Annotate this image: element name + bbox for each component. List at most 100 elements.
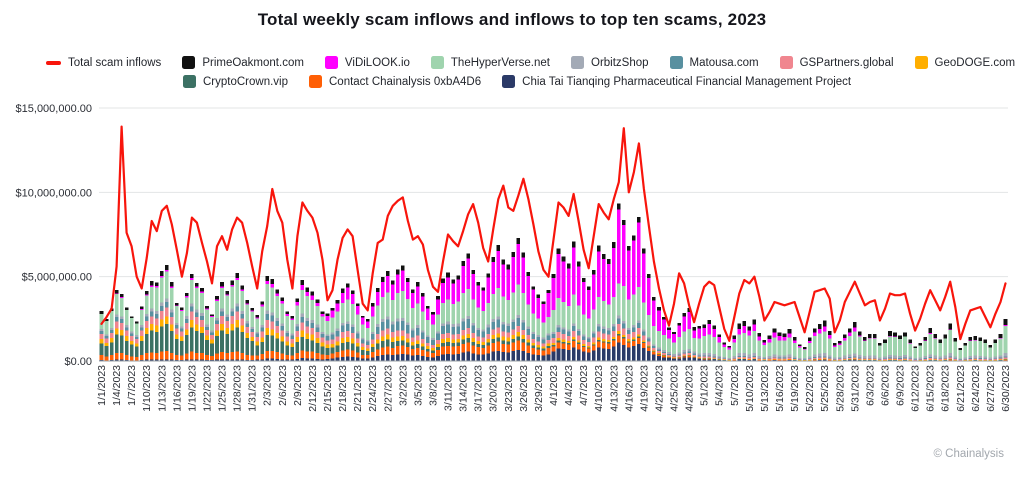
legend-item: GeoDOGE.com	[914, 56, 1016, 69]
x-tick-label: 1/19/2023	[186, 365, 198, 412]
x-tick-label: 6/9/2023	[895, 365, 907, 406]
x-tick-label: 2/24/2023	[367, 365, 379, 412]
legend-item: Contact Chainalysis 0xbA4D6	[309, 75, 481, 88]
legend-label: GeoDOGE.com	[934, 56, 1016, 69]
x-tick-label: 3/29/2023	[533, 365, 545, 412]
series-swatch-icon	[669, 56, 683, 69]
series-swatch-icon	[182, 56, 196, 69]
series-swatch-icon	[309, 75, 322, 88]
x-tick-label: 4/19/2023	[638, 365, 650, 412]
y-tick-label: $10,000,000.00	[16, 187, 92, 199]
x-tick-label: 2/15/2023	[322, 365, 334, 412]
legend-item: PrimeOakmont.com	[182, 56, 304, 69]
legend-item: Total scam inflows	[46, 57, 161, 69]
x-tick-label: 6/21/2023	[955, 365, 967, 412]
x-tick-label: 6/27/2023	[985, 365, 997, 412]
x-tick-label: 1/22/2023	[202, 365, 214, 412]
legend-item: CryptoCrown.vip	[183, 75, 288, 88]
x-tick-label: 3/14/2023	[458, 365, 470, 412]
x-tick-label: 5/1/2023	[699, 365, 711, 406]
y-tick-label: $5,000,000.00	[22, 272, 92, 284]
y-tick-label: $0.00	[64, 356, 92, 368]
x-tick-label: 3/8/2023	[428, 365, 440, 406]
series-swatch-icon	[779, 56, 793, 69]
series-swatch-icon	[183, 75, 196, 88]
x-tick-label: 6/30/2023	[1000, 365, 1012, 412]
series-swatch-icon	[430, 56, 444, 69]
legend-label: Chia Tai Tianqing Pharmaceutical Financi…	[522, 75, 852, 88]
gridlines	[99, 107, 1008, 278]
legend-item: ViDiLOOK.io	[324, 56, 410, 69]
x-tick-label: 4/7/2023	[578, 365, 590, 406]
x-tick-label: 5/25/2023	[819, 365, 831, 412]
line-swatch-icon	[46, 60, 61, 65]
x-tick-label: 6/15/2023	[925, 365, 937, 412]
series-swatch-icon	[324, 56, 338, 69]
x-axis-labels: 1/1/2023 1/4/2023 1/7/2023 1/10/2023 1/13/20…	[96, 365, 1012, 412]
x-tick-label: 4/16/2023	[623, 365, 635, 412]
x-tick-label: 1/25/2023	[217, 365, 229, 412]
x-tick-label: 1/1/2023	[96, 365, 108, 406]
stacked-bars	[99, 203, 1008, 362]
legend-label: Matousa.com	[689, 56, 759, 69]
x-tick-label: 5/28/2023	[834, 365, 846, 412]
x-tick-label: 5/10/2023	[744, 365, 756, 412]
legend-item: GSPartners.global	[779, 56, 894, 69]
x-tick-label: 5/4/2023	[714, 365, 726, 406]
x-tick-label: 5/7/2023	[729, 365, 741, 406]
legend-row-1: Total scam inflows PrimeOakmont.com ViDiLO…	[46, 56, 1015, 69]
x-tick-label: 4/25/2023	[669, 365, 681, 412]
legend-item: OrbitzShop	[571, 56, 649, 69]
x-tick-label: 1/7/2023	[126, 365, 138, 406]
series-swatch-icon	[502, 75, 516, 88]
legend-label: Contact Chainalysis 0xbA4D6	[329, 75, 482, 88]
legend-item: Matousa.com	[669, 56, 759, 69]
x-tick-label: 2/9/2023	[292, 365, 304, 406]
x-tick-label: 2/3/2023	[262, 365, 274, 406]
x-tick-label: 2/18/2023	[337, 365, 349, 412]
x-tick-label: 6/3/2023	[864, 365, 876, 406]
x-tick-label: 1/13/2023	[156, 365, 168, 412]
total-scam-inflows-line	[100, 125, 1007, 342]
chart-title: Total weekly scam inflows and inflows to…	[257, 10, 767, 29]
x-tick-label: 5/16/2023	[774, 365, 786, 412]
series-swatch-icon	[914, 56, 928, 69]
legend-label: ViDiLOOK.io	[344, 56, 410, 69]
x-tick-label: 5/19/2023	[789, 365, 801, 412]
x-tick-label: 3/11/2023	[443, 365, 455, 411]
y-axis-labels: $0.00 $5,000,000.00 $10,000,000.00 $15,000,…	[16, 103, 92, 368]
x-tick-label: 4/4/2023	[563, 365, 575, 406]
chainalysis-credit: © Chainalysis	[933, 448, 1004, 460]
x-tick-label: 6/18/2023	[940, 365, 952, 412]
legend-label: Total scam inflows	[68, 56, 162, 69]
series-swatch-icon	[571, 56, 584, 69]
x-tick-label: 6/6/2023	[880, 365, 892, 406]
legend-label: CryptoCrown.vip	[203, 75, 288, 88]
x-tick-label: 1/10/2023	[141, 365, 153, 412]
x-tick-label: 1/16/2023	[171, 365, 183, 412]
x-tick-label: 4/22/2023	[654, 365, 666, 412]
legend-label: OrbitzShop	[591, 56, 649, 69]
y-tick-label: $15,000,000.00	[16, 103, 92, 115]
x-tick-label: 3/20/2023	[488, 365, 500, 412]
x-tick-label: 3/26/2023	[518, 365, 530, 412]
x-tick-label: 3/23/2023	[503, 365, 515, 412]
x-tick-label: 1/31/2023	[247, 365, 259, 412]
x-tick-label: 4/1/2023	[548, 365, 560, 406]
chart-plot: $0.00 $5,000,000.00 $10,000,000.00 $15,000,…	[16, 103, 1012, 412]
legend-row-2: CryptoCrown.vip Contact Chainalysis 0xbA4…	[183, 75, 851, 88]
x-tick-label: 6/24/2023	[970, 365, 982, 412]
x-tick-label: 3/2/2023	[397, 365, 409, 406]
x-tick-label: 3/5/2023	[412, 365, 424, 406]
x-tick-label: 2/27/2023	[382, 365, 394, 412]
x-tick-label: 6/12/2023	[910, 365, 922, 412]
x-tick-label: 5/22/2023	[804, 365, 816, 412]
x-tick-label: 4/28/2023	[684, 365, 696, 412]
x-tick-label: 1/28/2023	[232, 365, 244, 412]
x-tick-label: 3/17/2023	[473, 365, 485, 412]
x-tick-label: 1/4/2023	[111, 365, 123, 406]
x-tick-label: 2/12/2023	[307, 365, 319, 412]
x-tick-label: 5/13/2023	[759, 365, 771, 412]
x-tick-label: 4/13/2023	[608, 365, 620, 412]
